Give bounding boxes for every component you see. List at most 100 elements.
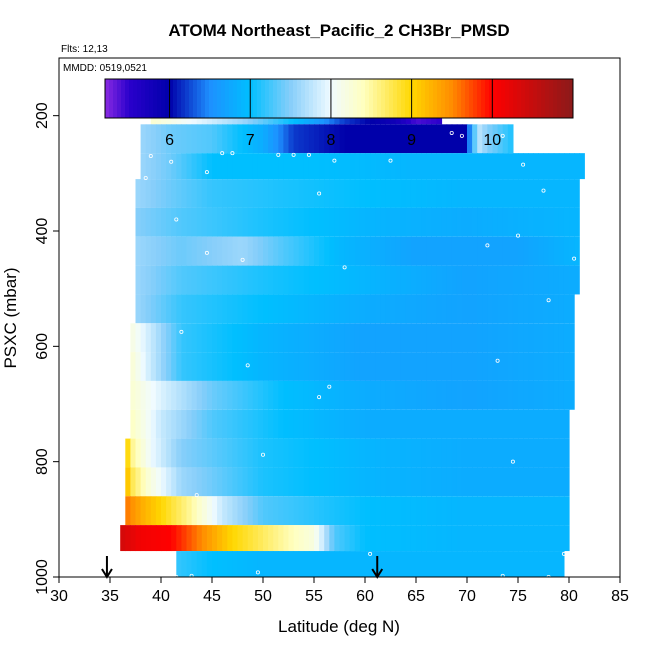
heatmap-cell [472,323,478,353]
x-tick-label: 60 [356,588,374,605]
heatmap-cell [487,265,494,295]
heatmap-cell [222,179,228,208]
heatmap-cell [196,179,203,208]
heatmap-cell [461,179,468,208]
heatmap-cell [278,551,284,577]
heatmap-cell [344,352,351,381]
heatmap-cell [339,438,346,468]
heatmap-cell [533,352,539,381]
heatmap-cell [375,380,381,410]
heatmap-cell [324,496,330,526]
heatmap-cell [278,153,284,180]
heatmap-cell [395,124,402,154]
heatmap-cell [212,153,218,180]
heatmap-cell [543,207,550,237]
heatmap-cell [288,551,295,577]
colorbar-cell [345,79,350,118]
heatmap-cell [533,236,539,266]
heatmap-cell [308,352,315,381]
heatmap-cell [314,380,320,410]
heatmap-cell [298,380,305,410]
heatmap-cell [232,236,239,266]
heatmap-cell [283,467,290,497]
colorbar-cell [189,79,194,118]
heatmap-cell [502,124,509,154]
heatmap-cell [487,179,494,208]
colorbar-tick-label: 6 [165,132,174,149]
heatmap-cell [298,467,305,497]
heatmap-cell [436,380,443,410]
heatmap-cell [512,294,519,324]
heatmap-cell [456,525,463,552]
y-tick-label: 1000 [34,559,51,595]
heatmap-cell [487,467,494,497]
heatmap-cell [334,323,341,353]
heatmap-cell [181,467,188,497]
heatmap-cell [416,438,422,468]
heatmap-cell [298,496,305,526]
heatmap-cell [135,265,142,295]
heatmap-cell [548,323,555,353]
heatmap-cell [324,380,330,410]
heatmap-cell [436,352,443,381]
x-tick-label: 50 [254,588,272,605]
heatmap-cell [303,179,310,208]
heatmap-cell [395,551,402,577]
heatmap-cell [512,323,519,353]
heatmap-cell [288,323,295,353]
heatmap-cell [421,323,427,353]
heatmap-cell [171,525,177,552]
heatmap-cell [518,352,524,381]
heatmap-cell [365,236,371,266]
heatmap-cell [237,179,244,208]
heatmap-cell [461,323,468,353]
heatmap-cell [135,179,142,208]
heatmap-cell [528,352,534,381]
heatmap-cell [237,153,244,180]
heatmap-cell [145,467,152,497]
heatmap-cell [395,438,402,468]
heatmap-cell [482,294,488,324]
heatmap-cell [263,236,269,266]
heatmap-cell [426,380,432,410]
heatmap-cell [324,207,330,237]
heatmap-cell [512,236,519,266]
heatmap-cell [140,236,147,266]
heatmap-cell [502,496,509,526]
heatmap-cell [171,179,177,208]
x-tick-label: 65 [407,588,425,605]
heatmap-cell [354,352,361,381]
heatmap-cell [410,438,417,468]
heatmap-cell [181,124,188,154]
heatmap-cell [150,467,157,497]
heatmap-cell [344,496,351,526]
heatmap-cell [359,179,366,208]
heatmap-cell [303,438,310,468]
heatmap-band [125,438,570,468]
heatmap-cell [563,265,570,295]
colorbar-cell [193,79,198,118]
heatmap-cell [461,207,468,237]
heatmap-cell [370,294,376,324]
heatmap-cell [523,236,529,266]
heatmap-cell [563,352,570,381]
heatmap-cell [569,236,575,266]
heatmap-cell [329,294,335,324]
heatmap-cell [472,179,478,208]
y-tick-label: 200 [34,102,51,129]
heatmap-cell [543,265,550,295]
heatmap-cell [461,551,468,577]
heatmap-cell [201,153,208,180]
heatmap-cell [441,179,448,208]
sample-point [495,358,500,363]
heatmap-cell [150,236,157,266]
heatmap-cell [196,438,203,468]
heatmap-cell [349,496,356,526]
heatmap-cell [574,207,580,237]
heatmap-cell [227,352,233,381]
colorbar-cell [197,79,202,118]
heatmap-cell [553,236,560,266]
heatmap-cell [278,179,284,208]
heatmap-cell [410,323,417,353]
heatmap-cell [482,409,488,439]
